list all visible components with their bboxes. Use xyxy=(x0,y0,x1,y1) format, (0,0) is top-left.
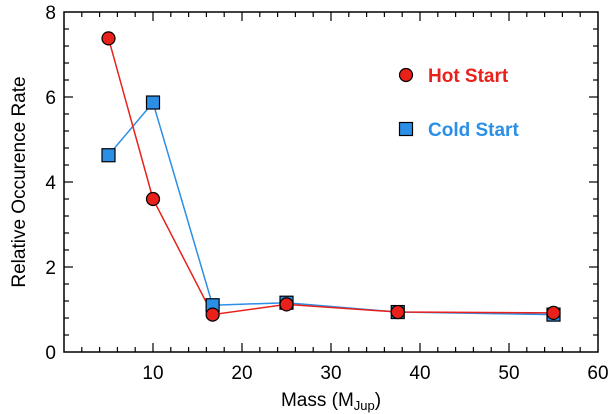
x-tick-label: 60 xyxy=(587,363,608,384)
hot-start-point xyxy=(101,31,116,46)
y-tick-label: 0 xyxy=(45,343,56,364)
tick-labels: 10 20 30 40 50 60 0 2 4 6 8 xyxy=(45,3,608,384)
y-tick-label: 8 xyxy=(45,3,56,24)
y-axis-title: Relative Occurence Rate xyxy=(9,76,30,287)
x-tick-label: 20 xyxy=(231,363,252,384)
y-tick-label: 4 xyxy=(45,173,56,194)
legend-marker-cold-start xyxy=(398,121,414,137)
legend-label: Cold Start xyxy=(428,120,519,141)
series-lines xyxy=(107,38,554,316)
x-tick-label: 10 xyxy=(142,363,163,384)
series-line-hot-start xyxy=(107,38,554,316)
x-tick-label: 50 xyxy=(498,363,519,384)
hot-start-point xyxy=(145,191,161,207)
y-tick-label: 2 xyxy=(45,258,56,279)
hot-start-point xyxy=(390,304,405,320)
x-axis-title: Mass (MJup) xyxy=(281,390,381,413)
cold-start-point xyxy=(145,95,161,110)
series-markers xyxy=(101,31,561,322)
ticks xyxy=(64,12,598,352)
legend-label: Hot Start xyxy=(428,66,509,87)
plot-frame xyxy=(63,11,599,353)
cold-start-point xyxy=(101,148,116,163)
hot-start-point xyxy=(546,305,561,320)
y-tick-label: 6 xyxy=(45,88,56,109)
x-tick-label: 40 xyxy=(409,363,430,384)
x-tick-label: 30 xyxy=(320,363,341,384)
legend-marker-hot-start xyxy=(398,67,414,83)
hot-start-point xyxy=(205,307,220,322)
legend: Hot Start Cold Start xyxy=(398,66,519,141)
hot-start-point xyxy=(279,297,294,312)
